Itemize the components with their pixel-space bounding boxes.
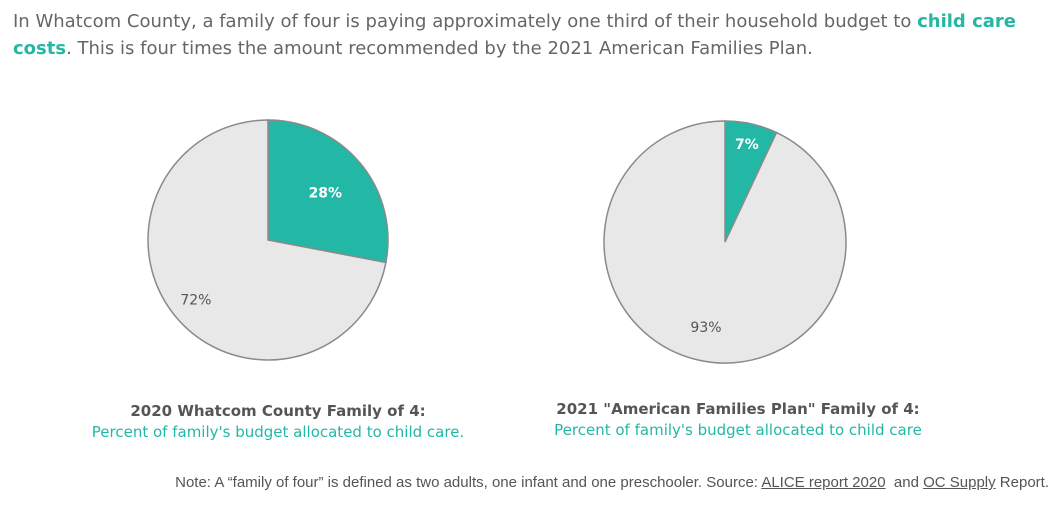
slice-other-2021: [603, 120, 847, 364]
oc-supply-link[interactable]: OC Supply: [923, 474, 996, 491]
chart-caption-2020: 2020 Whatcom County Family of 4: Percent…: [58, 401, 498, 443]
chart-subtitle-2020: Percent of family's budget allocated to …: [91, 423, 465, 441]
slice-child-care-2020-label: 28%: [309, 186, 343, 202]
chart-title-2020: 2020 Whatcom County Family of 4:: [130, 402, 426, 420]
slice-other-2021-label: 93%: [690, 320, 721, 336]
slice-other-2020-label: 72%: [180, 293, 211, 309]
chart-title-2021: 2021 "American Families Plan" Family of …: [556, 400, 920, 418]
slice-child-care-2021-label: 7%: [735, 137, 759, 153]
headline-text: In Whatcom County, a family of four is p…: [13, 11, 918, 32]
source-note: Note: A “family of four” is defined as t…: [175, 474, 1049, 491]
headline-highlight: child care costs: [13, 11, 1016, 59]
headline: In Whatcom County, a family of four is p…: [13, 8, 1053, 62]
chart-caption-2021: 2021 "American Families Plan" Family of …: [518, 399, 958, 441]
note-text: Note: A “family of four” is defined as t…: [175, 474, 762, 491]
slice-other-2020: [147, 119, 387, 361]
note-text-middle: and: [885, 474, 924, 491]
slice-child-care-2020: [267, 119, 389, 264]
alice-report-link[interactable]: ALICE report 2020: [761, 474, 886, 491]
chart-subtitle-2021: Percent of family's budget allocated to …: [554, 421, 922, 439]
headline-text-end: . This is four times the amount recommen…: [66, 38, 813, 59]
note-text-end: Report.: [995, 474, 1049, 491]
